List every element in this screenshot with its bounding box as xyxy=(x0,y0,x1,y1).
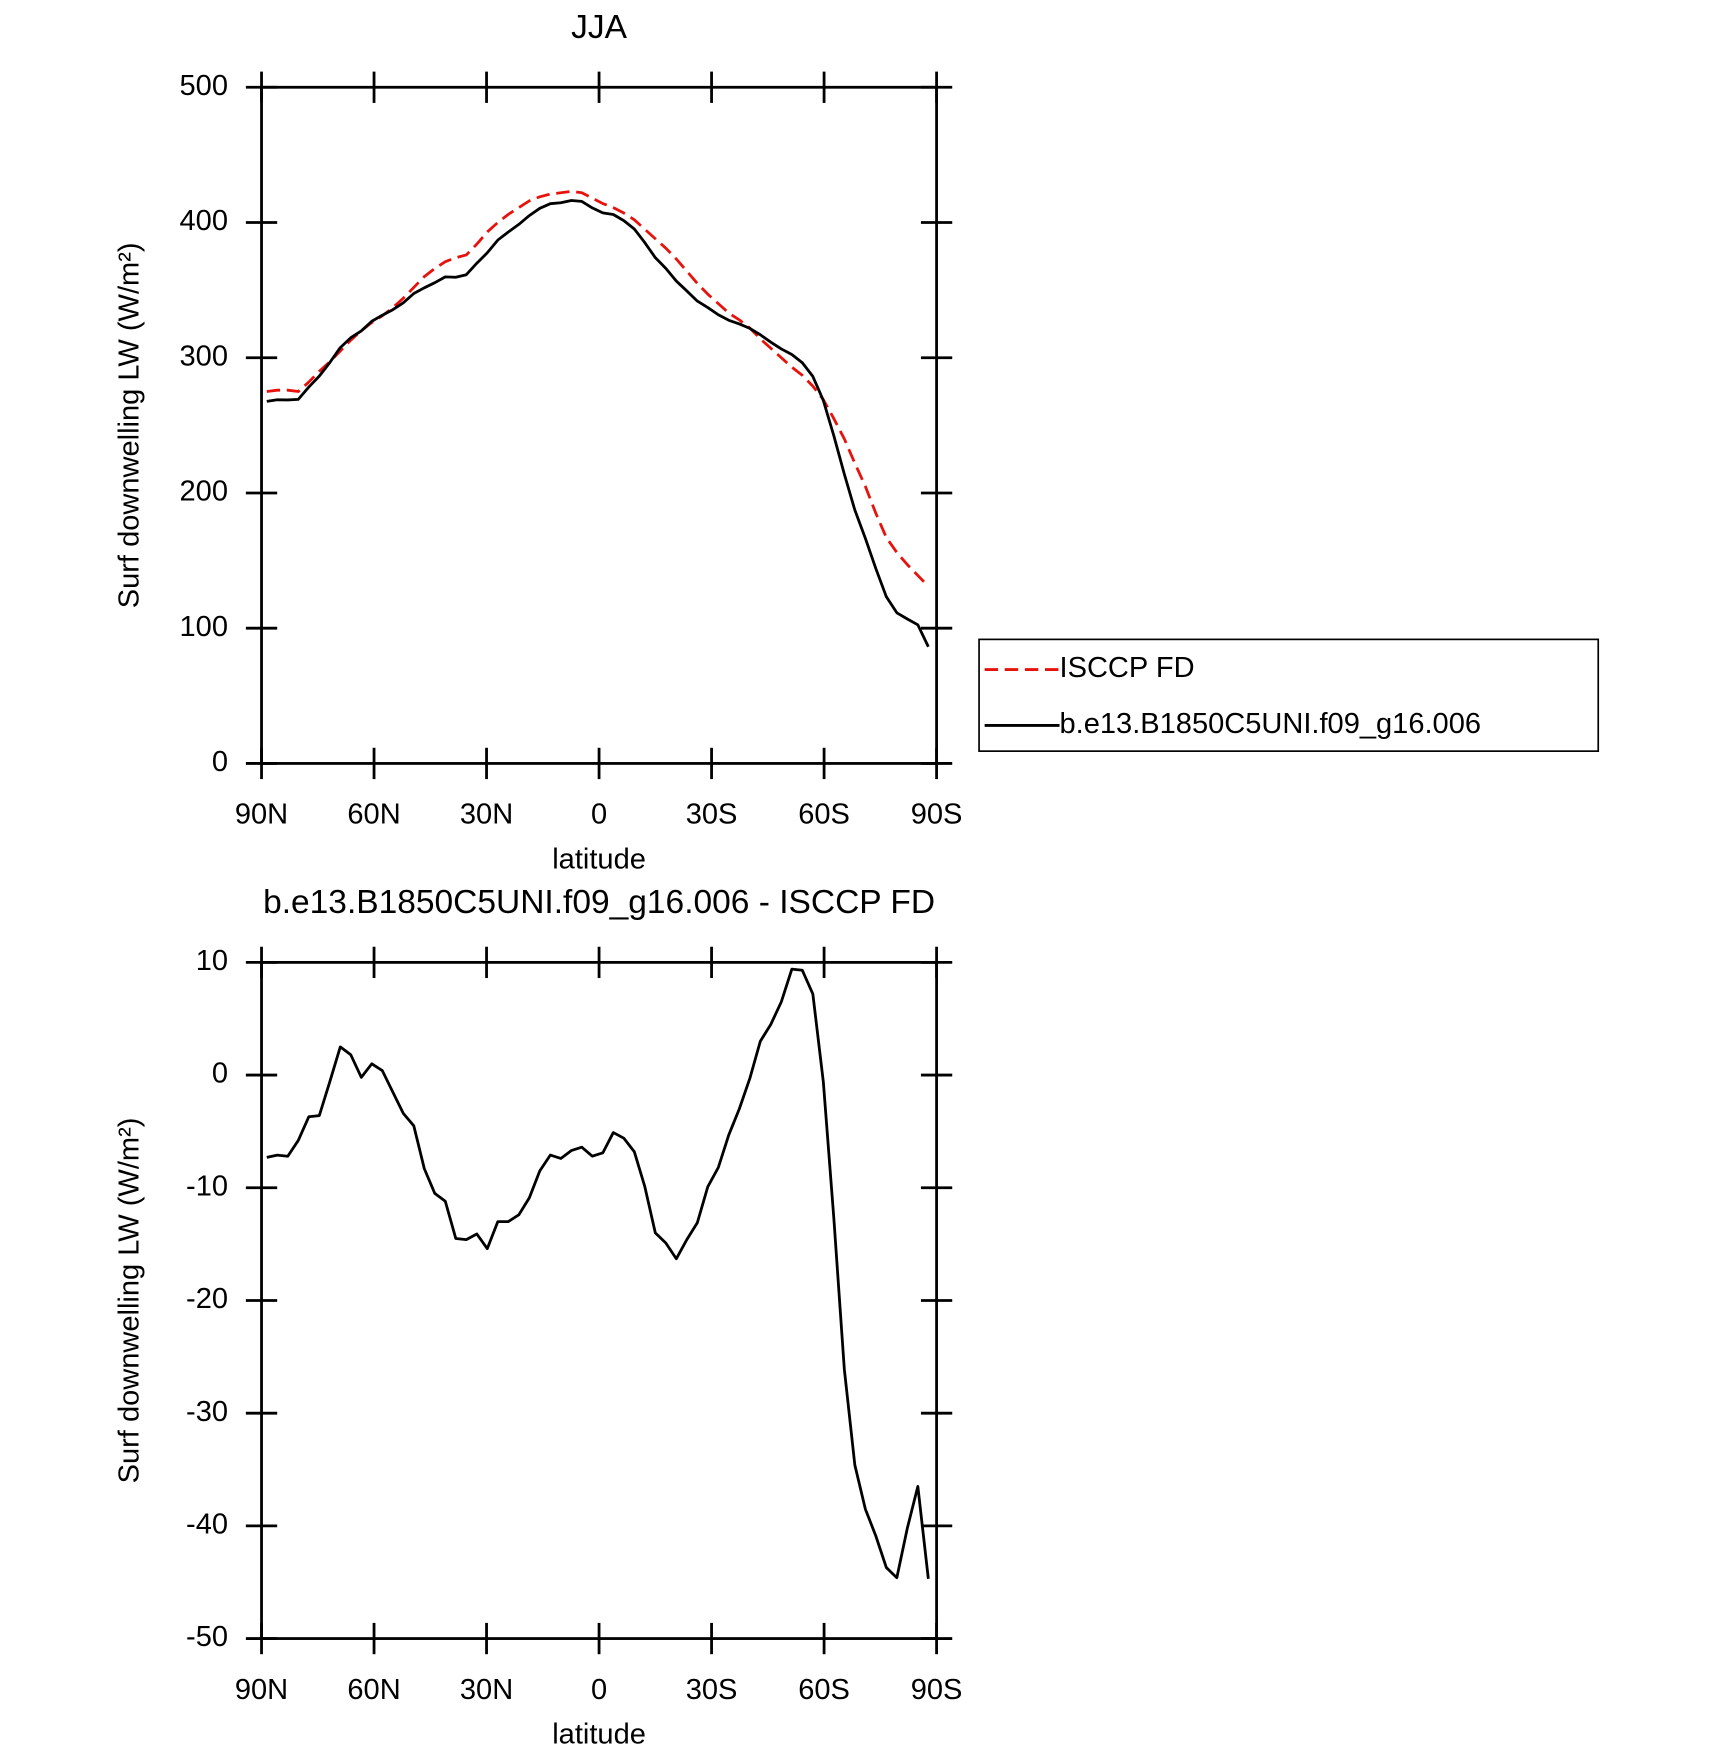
y-tick-label: -20 xyxy=(186,1283,228,1315)
data-line xyxy=(266,967,930,1580)
x-tick-label: 60S xyxy=(798,799,850,831)
y-tick-label: 500 xyxy=(180,70,228,102)
x-axis-label: latitude xyxy=(552,1718,646,1750)
x-tick-label: 90N xyxy=(235,1674,288,1706)
x-tick-label: 90N xyxy=(235,799,288,831)
x-tick-label: 60N xyxy=(347,799,400,831)
x-tick-label: 60N xyxy=(347,1674,400,1706)
y-tick-label: 10 xyxy=(196,945,228,977)
x-tick-label: 30S xyxy=(686,1674,738,1706)
x-tick-label: 30N xyxy=(460,1674,513,1706)
y-tick-label: 0 xyxy=(212,1058,228,1090)
x-tick-label: 0 xyxy=(591,799,607,831)
y-tick-label: 100 xyxy=(180,611,228,643)
y-tick-label: 0 xyxy=(212,746,228,778)
legend-label: ISCCP FD xyxy=(1060,652,1195,684)
x-tick-label: 30N xyxy=(460,799,513,831)
y-axis-label: Surf downwelling LW (W/m²) xyxy=(113,242,145,608)
x-tick-label: 0 xyxy=(591,1674,607,1706)
chart-title: JJA xyxy=(571,9,628,46)
data-line xyxy=(266,199,930,648)
y-tick-label: 400 xyxy=(180,205,228,237)
y-tick-label: 300 xyxy=(180,340,228,372)
x-tick-label: 90S xyxy=(911,1674,963,1706)
y-tick-label: -50 xyxy=(186,1621,228,1653)
plot-frame xyxy=(260,85,938,765)
y-tick-label: -40 xyxy=(186,1509,228,1541)
chart-title: b.e13.B1850C5UNI.f09_g16.006 - ISCCP FD xyxy=(263,884,935,921)
legend-box xyxy=(978,638,1600,752)
x-tick-label: 30S xyxy=(686,799,738,831)
data-line xyxy=(266,189,930,588)
y-tick-label: -10 xyxy=(186,1170,228,1202)
x-tick-label: 60S xyxy=(798,1674,850,1706)
plot-frame xyxy=(260,960,938,1640)
legend-label: b.e13.B1850C5UNI.f09_g16.006 xyxy=(1060,708,1482,740)
y-tick-label: 200 xyxy=(180,476,228,508)
y-axis-label: Surf downwelling LW (W/m²) xyxy=(113,1118,145,1484)
x-axis-label: latitude xyxy=(552,843,646,875)
x-tick-label: 90S xyxy=(911,799,963,831)
y-tick-label: -30 xyxy=(186,1396,228,1428)
